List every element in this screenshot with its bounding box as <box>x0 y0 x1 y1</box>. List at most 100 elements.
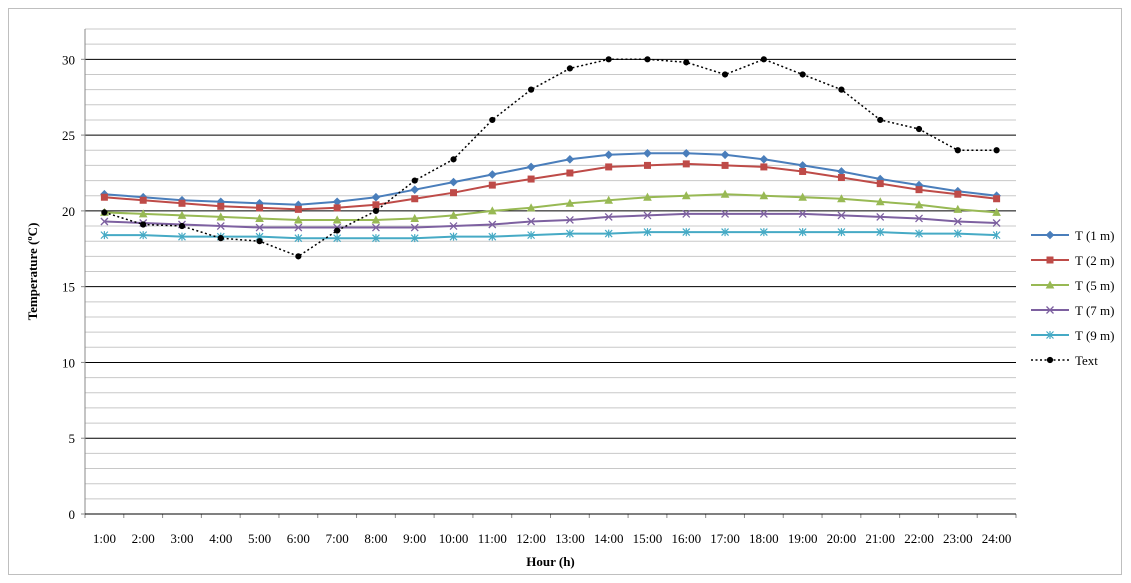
data-point <box>410 234 419 243</box>
data-point <box>410 213 420 222</box>
data-point <box>527 231 536 240</box>
x-tick-label: 20:00 <box>827 531 857 546</box>
data-point <box>681 191 691 200</box>
data-point <box>953 229 962 238</box>
data-point <box>604 150 613 160</box>
legend-item: T (5 m) <box>1031 278 1114 293</box>
data-point <box>682 160 690 168</box>
legend-marker <box>1045 280 1055 289</box>
data-point <box>294 234 303 243</box>
data-point <box>565 155 575 164</box>
x-tick-label: 5:00 <box>248 531 271 546</box>
data-point <box>410 185 420 194</box>
series-4 <box>100 228 1001 243</box>
data-point <box>450 189 458 197</box>
data-point <box>449 222 458 230</box>
series-line <box>104 58 997 258</box>
data-point <box>759 155 769 164</box>
data-point <box>100 231 109 240</box>
data-point <box>178 232 186 241</box>
data-point <box>526 203 536 212</box>
data-point <box>217 235 224 242</box>
data-point <box>876 212 885 221</box>
data-point <box>759 209 768 218</box>
data-point <box>333 234 342 243</box>
series-line <box>104 193 997 221</box>
data-point <box>798 228 807 237</box>
legend-label: Text <box>1075 353 1098 368</box>
data-point <box>372 201 380 209</box>
data-point <box>605 163 613 171</box>
x-tick-label: 11:00 <box>478 531 507 546</box>
data-point <box>877 116 884 124</box>
x-tick-label: 19:00 <box>788 531 818 546</box>
data-point <box>954 147 961 154</box>
legend-marker <box>1046 306 1054 314</box>
data-point <box>759 191 769 200</box>
data-point <box>721 209 730 218</box>
data-point <box>488 181 496 189</box>
data-point <box>565 229 574 238</box>
data-point <box>100 217 109 226</box>
data-point <box>644 56 651 63</box>
y-tick-label: 30 <box>62 52 75 67</box>
data-point <box>721 228 729 237</box>
gridlines <box>85 28 1016 500</box>
legend-item: T (1 m) <box>1031 228 1114 243</box>
y-axis-ticks: 0 5 10 15 20 25 30 <box>62 52 85 522</box>
data-point <box>372 207 380 214</box>
series-1 <box>100 160 1001 213</box>
data-point <box>992 207 1001 216</box>
data-point <box>449 210 458 219</box>
data-point <box>721 71 729 78</box>
data-point <box>488 220 497 229</box>
data-point <box>255 223 264 232</box>
data-point <box>993 195 1001 203</box>
data-point <box>100 193 108 201</box>
data-point <box>915 214 923 223</box>
data-point <box>487 206 497 215</box>
data-point <box>372 234 380 243</box>
chart-frame: 0 5 10 15 20 25 30 1:00 2:00 3:00 4:00 5:00 6:00 7:0… <box>8 8 1122 575</box>
data-point <box>295 253 302 260</box>
legend-label: T (1 m) <box>1075 228 1114 243</box>
data-point <box>371 223 380 232</box>
data-point <box>527 217 536 226</box>
data-point <box>334 227 341 234</box>
legend-item: T (2 m) <box>1031 253 1114 268</box>
data-point <box>837 211 846 220</box>
data-point <box>410 223 419 232</box>
data-point <box>954 190 962 198</box>
data-point <box>489 116 496 124</box>
series-line <box>104 162 997 211</box>
data-point <box>565 216 574 224</box>
x-tick-label: 14:00 <box>594 531 624 546</box>
legend-item: T (7 m) <box>1031 303 1114 318</box>
y-tick-label: 15 <box>62 280 75 295</box>
data-point <box>915 186 923 194</box>
legend-marker <box>1046 331 1054 339</box>
x-tick-label: 18:00 <box>749 531 779 546</box>
legend: T (1 m) T (2 m) T (5 m) T (7 m) T (9 m) Text <box>1031 228 1114 368</box>
data-point <box>411 177 418 184</box>
data-point <box>138 209 148 218</box>
data-point <box>294 215 303 224</box>
legend-label: T (2 m) <box>1075 253 1114 268</box>
data-point <box>875 197 885 206</box>
data-point <box>255 213 264 222</box>
data-point <box>450 156 457 163</box>
data-point <box>720 189 730 198</box>
data-point <box>837 228 846 237</box>
x-tick-label: 10:00 <box>439 531 469 546</box>
data-point <box>256 238 263 245</box>
data-point <box>101 209 108 216</box>
series-3 <box>100 209 1001 232</box>
data-point <box>643 161 651 169</box>
data-point <box>799 71 806 78</box>
y-tick-label: 0 <box>69 507 76 522</box>
data-point <box>643 192 652 201</box>
data-point <box>915 229 923 238</box>
series-line <box>104 231 997 240</box>
data-point <box>682 209 691 218</box>
legend-marker <box>1045 230 1055 240</box>
